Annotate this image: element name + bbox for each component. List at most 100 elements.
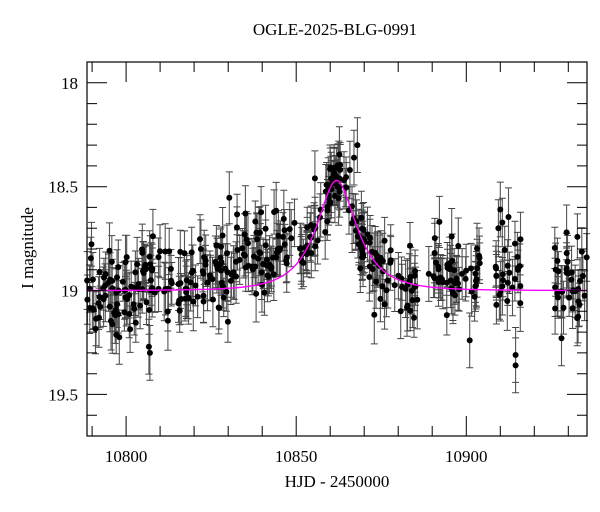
data-point [568, 269, 575, 276]
data-point [194, 293, 201, 300]
data-point [311, 175, 318, 182]
data-point [219, 283, 226, 290]
data-point [298, 257, 305, 264]
y-tick-label: 18.5 [48, 178, 78, 197]
data-point [407, 242, 413, 249]
data-point [234, 247, 241, 253]
data-point [213, 242, 220, 249]
data-point [155, 285, 162, 292]
data-point [175, 281, 182, 287]
data-point [459, 270, 466, 277]
data-point [200, 298, 207, 305]
data-point [341, 177, 347, 184]
data-point [86, 305, 93, 311]
data-point [242, 210, 249, 217]
data-point [288, 235, 295, 242]
data-point [355, 241, 362, 248]
data-point [358, 214, 365, 221]
data-point [155, 254, 162, 261]
data-point [145, 343, 152, 350]
data-point [122, 294, 129, 301]
data-point [357, 265, 364, 272]
data-point [131, 305, 138, 312]
data-point [336, 184, 343, 191]
data-point [254, 236, 261, 243]
data-point [137, 302, 144, 309]
data-point [188, 249, 195, 256]
data-point [250, 253, 257, 260]
data-point [113, 331, 120, 338]
data-point [109, 321, 116, 328]
data-point [455, 280, 461, 287]
x-tick-label: 10850 [275, 447, 318, 466]
data-point [397, 308, 404, 315]
data-point [149, 233, 156, 240]
data-point [164, 317, 171, 324]
data-point [448, 233, 455, 240]
data-point [114, 274, 120, 281]
data-point [106, 247, 113, 254]
data-point [113, 289, 120, 296]
data-point [506, 269, 513, 276]
data-point [258, 209, 265, 216]
data-point [517, 300, 524, 307]
data-point [119, 278, 126, 285]
data-point [473, 282, 479, 289]
data-point [209, 296, 216, 303]
data-point [262, 242, 269, 249]
data-point [474, 265, 481, 272]
data-point [100, 296, 107, 303]
data-point [107, 276, 114, 283]
data-point [425, 270, 432, 277]
data-point [252, 218, 259, 225]
data-point [411, 272, 418, 279]
data-point [147, 277, 154, 284]
data-point [114, 301, 121, 308]
data-point [499, 219, 506, 226]
data-point [360, 227, 367, 233]
data-point [499, 271, 506, 278]
data-point [512, 240, 518, 247]
data-point [514, 253, 521, 260]
data-point [504, 262, 511, 269]
data-point [242, 264, 249, 271]
data-point [201, 254, 208, 261]
data-point [408, 287, 415, 294]
data-point [431, 250, 438, 256]
data-point [360, 254, 366, 260]
data-point [207, 275, 214, 282]
data-point [176, 297, 183, 304]
data-point [552, 305, 559, 312]
data-point [453, 275, 460, 282]
data-point [217, 254, 224, 261]
data-point [88, 241, 95, 248]
model-curve [87, 179, 587, 292]
data-point [224, 250, 230, 257]
data-point [380, 268, 386, 275]
data-point [495, 225, 502, 232]
data-point [270, 271, 277, 278]
data-point [87, 255, 94, 262]
data-point [560, 304, 567, 311]
plot-frame [86, 61, 588, 437]
data-point [146, 253, 153, 260]
data-point [568, 276, 575, 283]
data-point [126, 311, 133, 317]
data-point [127, 326, 134, 333]
data-point [354, 142, 361, 149]
data-point [263, 256, 270, 263]
data-point [231, 273, 238, 280]
data-point [273, 207, 280, 214]
data-point [324, 218, 331, 225]
data-point [324, 207, 331, 214]
data-point [108, 258, 115, 265]
data-point [314, 237, 321, 244]
data-point [517, 236, 524, 243]
data-point [497, 288, 504, 295]
data-point [200, 270, 207, 277]
data-point [346, 167, 353, 173]
data-point [372, 249, 379, 256]
data-point [336, 188, 343, 195]
data-point [552, 266, 559, 273]
